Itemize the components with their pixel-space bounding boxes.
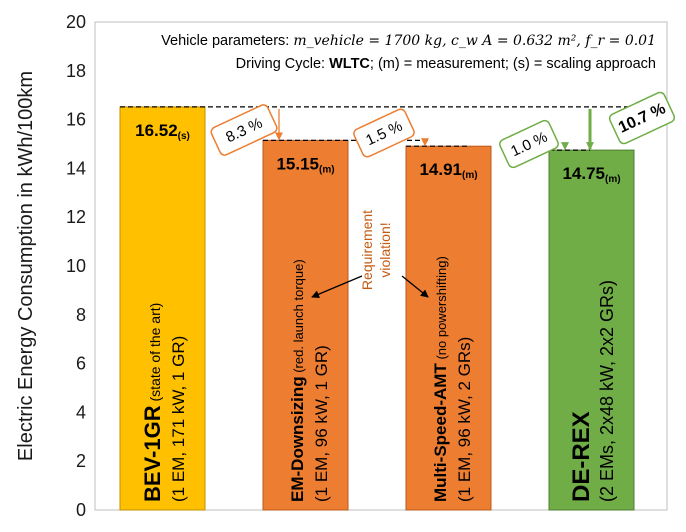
violation-line-2: violation! [377, 222, 393, 277]
reduction-box [210, 104, 278, 156]
bar-em-downsizing [262, 139, 349, 511]
y-tick-label: 4 [76, 402, 86, 422]
value-label: 15.15(m) [276, 154, 334, 175]
requirement-violation-note: Requirement violation! [311, 210, 429, 298]
y-tick-label: 6 [76, 354, 86, 374]
value-label: 16.52(s) [135, 121, 190, 142]
vehicle-parameters-math: m_vehicle = 1700 kg, c_w A = 0.632 m², f… [293, 33, 656, 49]
y-tick-label: 0 [76, 500, 86, 520]
y-tick-label: 18 [66, 61, 86, 81]
y-axis-ticks: 0 2 4 6 8 10 12 14 16 18 20 [66, 12, 86, 520]
reduction-box [353, 108, 415, 158]
bars [119, 106, 635, 511]
plot-frame [94, 21, 668, 511]
reduction-callout: 10.7 % [608, 91, 676, 145]
bar-labels: 16.52(s)BEV-1GR (state of the art) (1 EM,… [135, 121, 620, 502]
bar-detail-label: (1 EM, 96 kW, 2 GRs) [455, 337, 474, 502]
reduction-callouts: 8.3 % 1.5 % 1.0 %10.7 % [210, 91, 676, 169]
bar-detail-label: (1 EM, 96 kW, 1 GR) [312, 345, 331, 502]
y-tick-label: 16 [66, 110, 86, 130]
value-label: 14.91(m) [419, 160, 477, 181]
annotation-arrows [275, 108, 594, 151]
bar-name-label: BEV-1GR (state of the art) [140, 303, 165, 502]
y-axis-label: Electric Energy Consumption in kWh/100km [15, 71, 37, 461]
reduction-box [499, 119, 559, 169]
vehicle-parameters-line: Vehicle parameters: m_vehicle = 1700 kg,… [161, 33, 656, 49]
bar-detail-label: (1 EM, 171 kW, 1 GR) [169, 336, 188, 502]
bar-name-label: DE-REX [568, 411, 595, 502]
violation-line-1: Requirement [359, 210, 375, 290]
bar-name-label: Multi-Speed-AMT (no powershifting) [431, 256, 450, 502]
y-tick-label: 2 [76, 451, 86, 471]
value-label: 14.75(m) [562, 164, 620, 185]
driving-cycle-line: Driving Cycle: WLTC; (m) = measurement; … [236, 56, 656, 72]
vehicle-parameters-note: Vehicle parameters: m_vehicle = 1700 kg,… [161, 33, 656, 72]
y-tick-label: 8 [76, 305, 86, 325]
y-tick-label: 20 [66, 12, 86, 32]
reduction-box [608, 91, 676, 145]
y-tick-label: 14 [66, 158, 86, 178]
violation-arrow-right [401, 275, 429, 298]
bar-de-rex [548, 149, 635, 511]
bar-detail-label: (2 EMs, 2x48 kW, 2x2 GRs) [597, 280, 617, 502]
bar-name-label: EM-Downsizing (red. launch torque) [288, 259, 307, 502]
reduction-callout: 1.5 % [353, 108, 415, 158]
y-tick-label: 12 [66, 207, 86, 227]
y-tick-label: 10 [66, 256, 86, 276]
violation-arrow-left [311, 275, 363, 298]
